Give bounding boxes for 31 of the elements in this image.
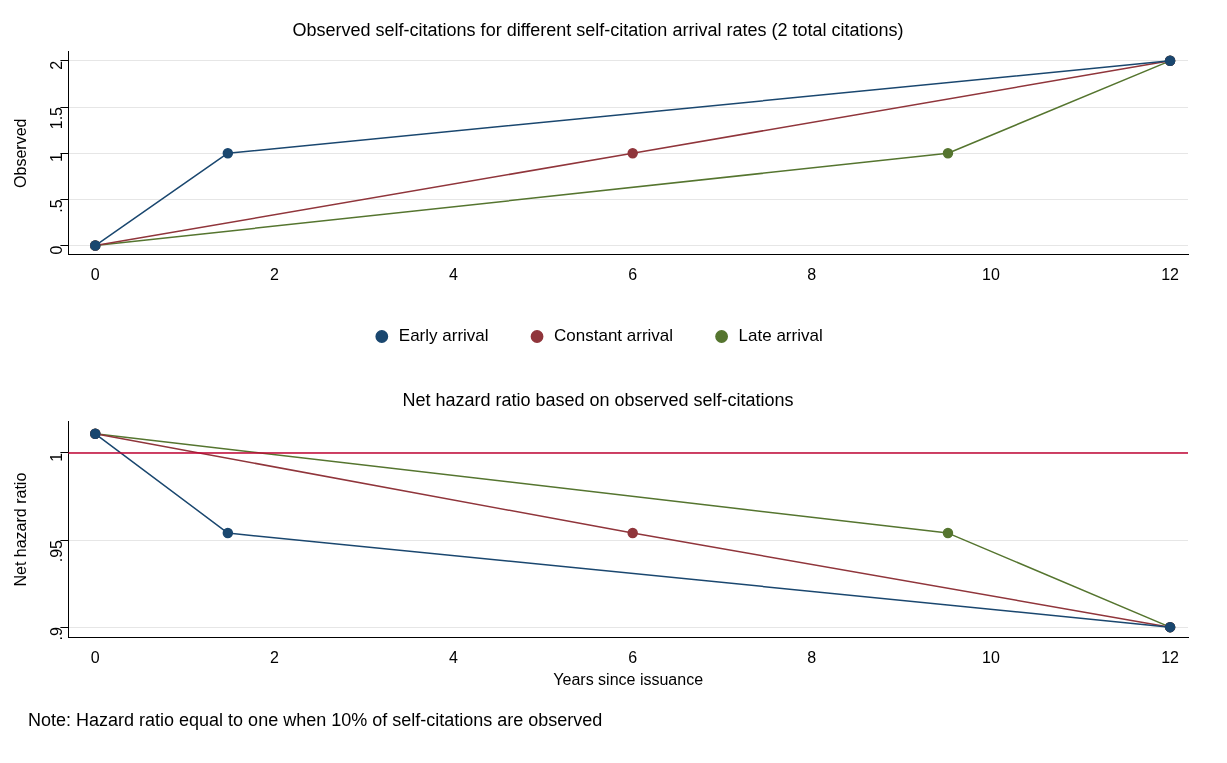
legend-label: Early arrival	[398, 326, 489, 346]
legend-label: Late arrival	[738, 326, 823, 346]
y-tick-label: 1.5	[47, 106, 65, 130]
x-tick-label: 10	[982, 648, 1000, 666]
x-tick-label: 4	[449, 265, 459, 283]
x-tick-label: 12	[1161, 265, 1180, 283]
y-axis-title: Observed	[12, 118, 30, 188]
y-tick-label: 1	[47, 452, 65, 462]
text: Note: Hazard ratio equal to one when 10% of self-citations are observed	[28, 710, 604, 731]
y-tick-label: 1	[47, 153, 65, 163]
y-axis-title: Net hazard ratio	[12, 472, 30, 587]
x-tick-label: 2	[269, 648, 279, 666]
x-tick-label: 0	[90, 265, 100, 283]
y-tick-label: .95	[47, 539, 65, 563]
x-tick-label: 6	[628, 265, 638, 283]
x-tick-label: 0	[90, 648, 100, 666]
x-tick-label: 10	[982, 265, 1000, 283]
y-tick-label: 0	[47, 245, 65, 255]
x-axis-title: Years since issuance	[553, 670, 704, 688]
y-tick-label: 2	[47, 60, 65, 70]
x-tick-label: 4	[449, 648, 459, 666]
legend-label: Constant arrival	[554, 326, 674, 346]
y-tick-label: .5	[47, 199, 65, 213]
y-tick-label: .9	[47, 627, 65, 641]
chart-title: Net hazard ratio based on observed self-citations	[402, 389, 794, 410]
x-tick-label: 2	[269, 265, 279, 283]
x-tick-label: 8	[807, 648, 817, 666]
x-tick-label: 12	[1161, 648, 1180, 666]
chart-title: Observed self-citations for different self-citation arrival rates (2 total citations)	[292, 19, 904, 40]
x-tick-label: 6	[628, 648, 638, 666]
x-tick-label: 8	[807, 265, 817, 283]
